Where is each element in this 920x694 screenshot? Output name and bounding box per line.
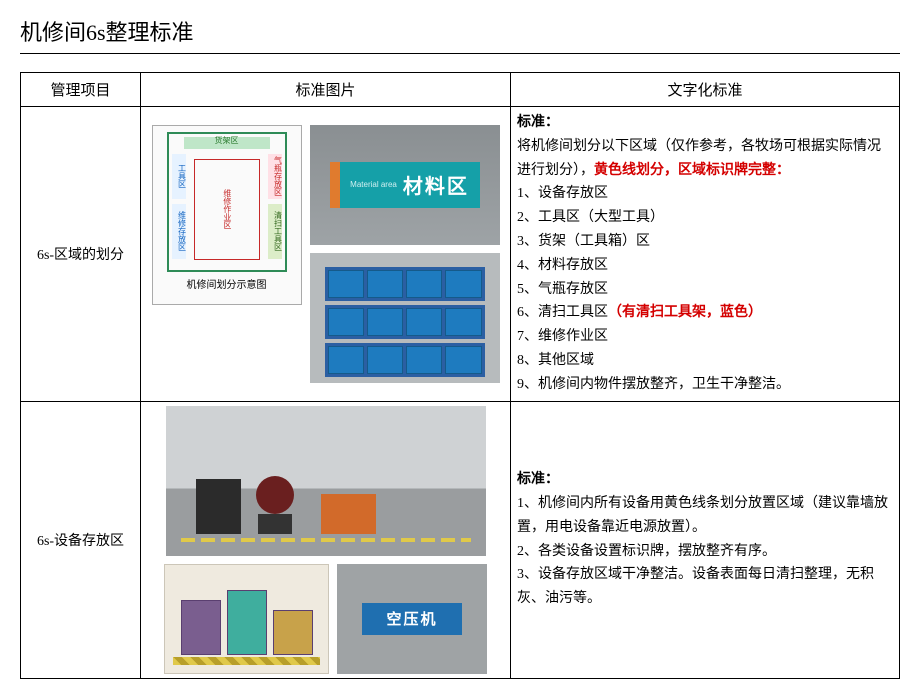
shelf-photo (310, 253, 500, 383)
list-item: 2、工具区（大型工具） (517, 210, 664, 225)
label-photo: 空压机 (337, 564, 487, 674)
list-item: 9、机修间内物件摆放整齐，卫生干净整洁。 (517, 377, 790, 392)
title-rule (20, 53, 900, 54)
sign-cn: 材料区 (403, 170, 469, 199)
list-item: 2、各类设备设置标识牌，摆放整齐有序。 (517, 544, 776, 559)
header-text: 文字化标准 (511, 73, 900, 107)
material-sign-photo: Material area 材料区 (310, 125, 500, 245)
fp-zone-right1: 气瓶存放区 (268, 154, 282, 199)
header-img: 标准图片 (141, 73, 511, 107)
list-item: 4、材料存放区 (517, 258, 608, 273)
equipment-photo (166, 406, 486, 556)
list-item-red: （有清扫工具架，蓝色） (608, 305, 762, 320)
page-title: 机修间6s整理标准 (20, 15, 900, 47)
list-item: 8、其他区域 (517, 353, 594, 368)
compressor-label: 空压机 (362, 603, 462, 635)
fp-zone-top: 货架区 (184, 137, 270, 149)
image-cell: 空压机 (141, 401, 511, 678)
list-item: 1、机修间内所有设备用黄色线条划分放置区域（建议靠墙放置，用电设备靠近电源放置）… (517, 496, 888, 535)
sign-en: Material area (350, 180, 397, 189)
fp-zone-left2: 维修存放区 (172, 204, 186, 259)
table-row: 6s-区域的划分 货架区 工具区 维修存放区 气瓶存放区 清扫工具区 维修作业区… (21, 107, 900, 402)
image-cell: 货架区 工具区 维修存放区 气瓶存放区 清扫工具区 维修作业区 机修间划分示意图… (141, 107, 511, 402)
fp-caption: 机修间划分示意图 (187, 276, 267, 291)
table-row: 6s-设备存放区 (21, 401, 900, 678)
standards-table: 管理项目 标准图片 文字化标准 6s-区域的划分 货架区 工具区 维修存放区 气… (20, 72, 900, 679)
list-item: 3、设备存放区域干净整洁。设备表面每日清扫整理，无积灰、油污等。 (517, 567, 874, 606)
std-label: 标准： (517, 472, 559, 487)
list-item: 3、货架（工具箱）区 (517, 234, 650, 249)
list-item: 5、气瓶存放区 (517, 282, 608, 297)
list-item: 7、维修作业区 (517, 329, 608, 344)
list-item: 6、清扫工具区 (517, 305, 608, 320)
table-header-row: 管理项目 标准图片 文字化标准 (21, 73, 900, 107)
fp-zone-center: 维修作业区 (194, 159, 260, 260)
fp-zone-left1: 工具区 (172, 154, 186, 199)
list-item: 1、设备存放区 (517, 186, 608, 201)
intro-red: 黄色线划分，区域标识牌完整： (594, 163, 790, 178)
floorplan-diagram: 货架区 工具区 维修存放区 气瓶存放区 清扫工具区 维修作业区 机修间划分示意图 (152, 125, 302, 305)
header-mgmt: 管理项目 (21, 73, 141, 107)
mgmt-cell: 6s-设备存放区 (21, 401, 141, 678)
fp-zone-right2: 清扫工具区 (268, 204, 282, 259)
text-cell: 标准： 将机修间划分以下区域（仅作参考，各牧场可根据实际情况进行划分），黄色线划… (511, 107, 900, 402)
text-cell: 标准： 1、机修间内所有设备用黄色线条划分放置区域（建议靠墙放置，用电设备靠近电… (511, 401, 900, 678)
std-label: 标准： (517, 115, 559, 130)
material-sign-plate: Material area 材料区 (330, 162, 480, 208)
mgmt-cell: 6s-区域的划分 (21, 107, 141, 402)
equipment-diagram (164, 564, 329, 674)
